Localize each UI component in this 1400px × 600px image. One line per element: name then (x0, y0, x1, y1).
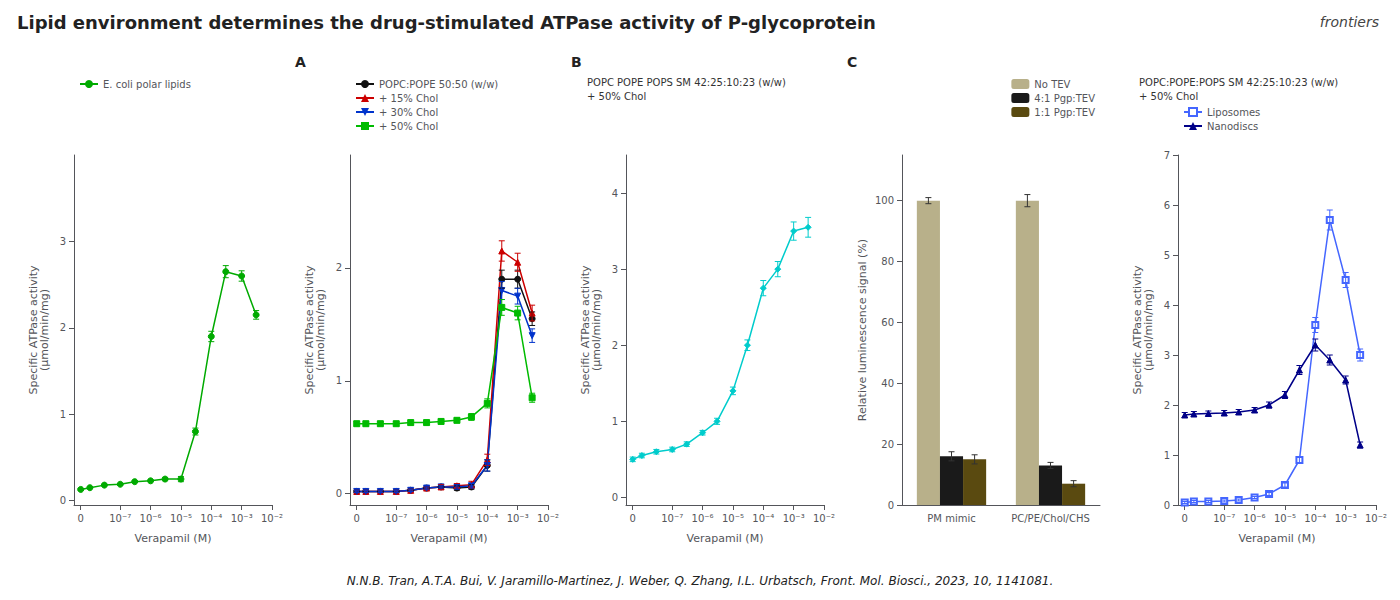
svg-text:5: 5 (1164, 250, 1170, 261)
svg-text:C: C (847, 54, 857, 70)
svg-text:+ 15% Chol: + 15% Chol (379, 93, 438, 104)
svg-text:3: 3 (1164, 350, 1170, 361)
svg-text:0: 0 (1164, 500, 1170, 511)
svg-text:+ 50% Chol: + 50% Chol (587, 91, 646, 102)
svg-text:0: 0 (1182, 513, 1188, 524)
svg-text:Verapamil (M): Verapamil (M) (411, 532, 488, 545)
svg-text:Liposomes: Liposomes (1207, 107, 1260, 118)
svg-text:10⁻³: 10⁻³ (783, 513, 805, 524)
svg-text:2: 2 (60, 322, 66, 333)
svg-text:PM mimic: PM mimic (927, 513, 975, 524)
svg-text:Relative luminescence signal (: Relative luminescence signal (%) (856, 239, 869, 421)
svg-text:2: 2 (1164, 400, 1170, 411)
svg-text:1: 1 (60, 409, 66, 420)
svg-text:10⁻⁵: 10⁻⁵ (170, 513, 192, 524)
svg-text:2: 2 (336, 262, 342, 273)
svg-text:A: A (295, 54, 306, 70)
svg-text:+ 50% Chol: + 50% Chol (1139, 91, 1198, 102)
svg-text:10⁻³: 10⁻³ (231, 513, 253, 524)
svg-text:10⁻²: 10⁻² (537, 513, 559, 524)
svg-text:10⁻⁵: 10⁻⁵ (722, 513, 744, 524)
svg-text:10⁻⁶: 10⁻⁶ (1244, 513, 1266, 524)
svg-text:10⁻⁵: 10⁻⁵ (446, 513, 468, 524)
svg-text:4: 4 (1164, 300, 1170, 311)
svg-text:20: 20 (881, 439, 894, 450)
svg-text:3: 3 (60, 236, 66, 247)
svg-text:(µmol/min/mg): (µmol/min/mg) (38, 289, 51, 371)
svg-text:Nanodiscs: Nanodiscs (1207, 121, 1258, 132)
svg-text:80: 80 (881, 256, 894, 267)
svg-text:10⁻²: 10⁻² (261, 513, 283, 524)
svg-text:10⁻⁷: 10⁻⁷ (385, 513, 407, 524)
svg-text:POPC:POPE:POPS SM 42:25:10:23: POPC:POPE:POPS SM 42:25:10:23 (w/w) (1139, 77, 1338, 88)
svg-text:Verapamil (M): Verapamil (M) (1239, 532, 1316, 545)
svg-text:Verapamil (M): Verapamil (M) (687, 532, 764, 545)
svg-text:10⁻⁴: 10⁻⁴ (1304, 513, 1326, 524)
svg-text:N.N.B. Tran, A.T.A. Bui, V. Ja: N.N.B. Tran, A.T.A. Bui, V. Jaramillo-Ma… (347, 574, 1054, 588)
svg-text:0: 0 (78, 513, 84, 524)
svg-text:E. coli polar lipids: E. coli polar lipids (103, 79, 191, 90)
svg-text:10⁻⁶: 10⁻⁶ (140, 513, 162, 524)
svg-text:(µmol/min/mg): (µmol/min/mg) (314, 289, 327, 371)
svg-text:B: B (571, 54, 582, 70)
svg-text:10⁻⁷: 10⁻⁷ (661, 513, 683, 524)
svg-text:No TEV: No TEV (1034, 79, 1070, 90)
svg-text:10⁻⁷: 10⁻⁷ (1213, 513, 1235, 524)
svg-text:Lipid environment determines t: Lipid environment determines the drug-st… (17, 12, 876, 33)
svg-text:(µmol/min/mg): (µmol/min/mg) (590, 289, 603, 371)
svg-text:POPC:POPE 50:50 (w/w): POPC:POPE 50:50 (w/w) (379, 79, 498, 90)
svg-text:10⁻²: 10⁻² (1365, 513, 1387, 524)
svg-text:60: 60 (881, 317, 894, 328)
svg-text:frontiers: frontiers (1320, 14, 1379, 30)
svg-text:0: 0 (60, 495, 66, 506)
svg-text:1: 1 (336, 375, 342, 386)
svg-text:10⁻³: 10⁻³ (1335, 513, 1357, 524)
svg-text:+ 30% Chol: + 30% Chol (379, 107, 438, 118)
svg-text:3: 3 (612, 264, 618, 275)
svg-text:10⁻⁵: 10⁻⁵ (1274, 513, 1296, 524)
svg-text:0: 0 (336, 488, 342, 499)
svg-text:0: 0 (630, 513, 636, 524)
svg-text:1: 1 (1164, 450, 1170, 461)
svg-text:40: 40 (881, 378, 894, 389)
svg-text:10⁻⁴: 10⁻⁴ (476, 513, 498, 524)
svg-text:4: 4 (612, 188, 618, 199)
svg-text:Specific ATPase activity: Specific ATPase activity (579, 265, 592, 395)
svg-text:0: 0 (612, 492, 618, 503)
svg-text:Specific ATPase activity: Specific ATPase activity (27, 265, 40, 395)
svg-text:2: 2 (612, 340, 618, 351)
svg-text:Verapamil (M): Verapamil (M) (135, 532, 212, 545)
svg-text:Specific ATPase activity: Specific ATPase activity (303, 265, 316, 395)
svg-text:(µmol/min/mg): (µmol/min/mg) (1142, 289, 1155, 371)
svg-text:10⁻⁶: 10⁻⁶ (416, 513, 438, 524)
svg-text:1:1 Pgp:TEV: 1:1 Pgp:TEV (1034, 107, 1095, 118)
svg-text:0: 0 (888, 500, 894, 511)
svg-text:Specific ATPase activity: Specific ATPase activity (1131, 265, 1144, 395)
svg-text:10⁻⁶: 10⁻⁶ (692, 513, 714, 524)
svg-text:4:1 Pgp:TEV: 4:1 Pgp:TEV (1034, 93, 1095, 104)
svg-text:10⁻²: 10⁻² (813, 513, 835, 524)
svg-text:0: 0 (354, 513, 360, 524)
svg-text:100: 100 (875, 195, 894, 206)
svg-text:10⁻³: 10⁻³ (507, 513, 529, 524)
svg-text:10⁻⁴: 10⁻⁴ (200, 513, 222, 524)
svg-text:6: 6 (1164, 200, 1170, 211)
svg-text:10⁻⁷: 10⁻⁷ (109, 513, 131, 524)
svg-text:POPC POPE POPS SM 42:25:10:23: POPC POPE POPS SM 42:25:10:23 (w/w) (587, 77, 786, 88)
svg-text:7: 7 (1164, 150, 1170, 161)
svg-text:1: 1 (612, 416, 618, 427)
svg-text:10⁻⁴: 10⁻⁴ (752, 513, 774, 524)
svg-text:PC/PE/Chol/CHS: PC/PE/Chol/CHS (1011, 513, 1090, 524)
svg-text:+ 50% Chol: + 50% Chol (379, 121, 438, 132)
